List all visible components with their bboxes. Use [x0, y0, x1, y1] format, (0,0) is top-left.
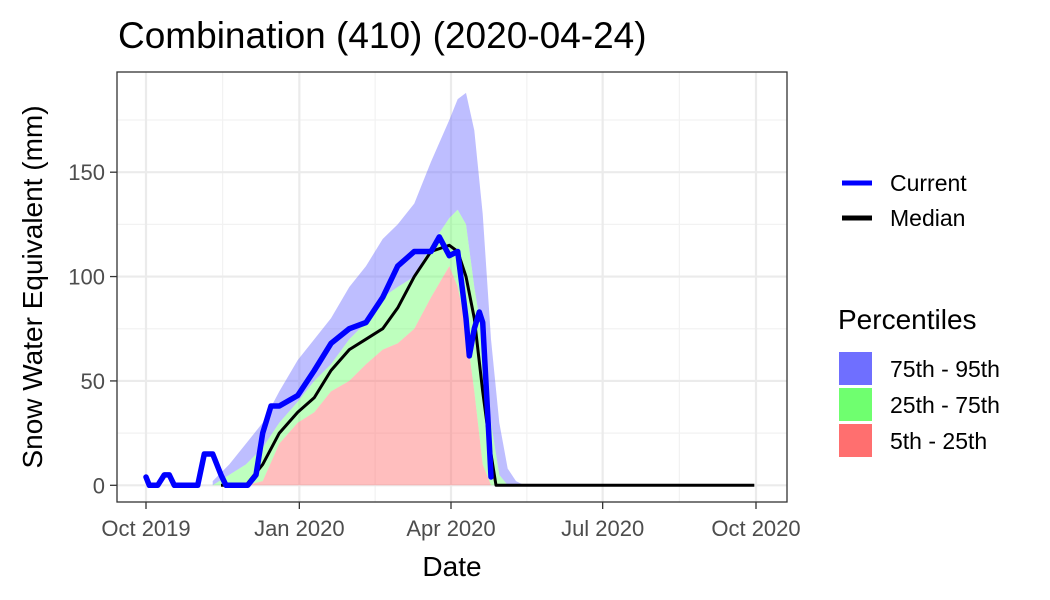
legend-label-p75-95: 75th - 95th: [890, 356, 1000, 382]
legend-key-p5-25: [839, 424, 872, 457]
legend-label-p5-25: 5th - 25th: [890, 428, 987, 454]
x-tick-label: Oct 2019: [101, 516, 190, 541]
y-tick-label: 100: [68, 265, 105, 290]
chart-title: Combination (410) (2020-04-24): [118, 15, 647, 56]
x-tick-label: Jul 2020: [561, 516, 644, 541]
x-axis-title: Date: [422, 551, 481, 582]
legend-label-median: Median: [890, 205, 965, 231]
legend-title-percentiles: Percentiles: [838, 304, 977, 335]
series-lines: [143, 234, 755, 489]
legend-key-p75-95: [839, 352, 872, 385]
y-tick-label: 0: [93, 473, 105, 498]
x-tick-label: Jan 2020: [254, 516, 345, 541]
y-axis-title: Snow Water Equivalent (mm): [17, 105, 48, 468]
band-75th-95th: [212, 92, 533, 486]
y-tick-label: 150: [68, 160, 105, 185]
band-5th-25th: [212, 266, 533, 486]
legend-key-p25-75: [839, 388, 872, 421]
legend-label-p25-75: 25th - 75th: [890, 392, 1000, 418]
legend-label-current: Current: [890, 170, 967, 196]
plot-border: [116, 71, 788, 503]
y-axis: 0 50 100 150: [68, 160, 117, 498]
x-tick-label: Oct 2020: [711, 516, 800, 541]
current-line: [143, 234, 494, 489]
x-tick-label: Apr 2020: [406, 516, 495, 541]
y-tick-label: 50: [81, 369, 105, 394]
legend: Current Median Percentiles 75th - 95th 2…: [838, 170, 1000, 457]
x-axis: Oct 2019 Jan 2020 Apr 2020 Jul 2020 Oct 2020: [101, 502, 801, 541]
